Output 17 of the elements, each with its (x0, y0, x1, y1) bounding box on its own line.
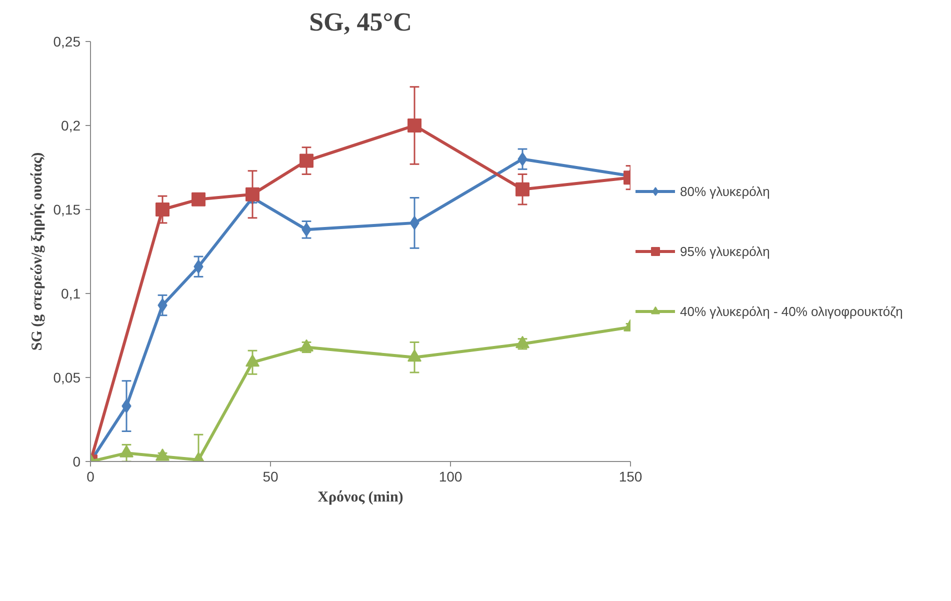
y-tick-label: 0,15 (53, 202, 81, 218)
x-axis-title: Χρόνος (min) (318, 490, 404, 506)
x-tick-label: 100 (438, 468, 462, 484)
y-tick-label: 0,1 (61, 286, 81, 302)
y-axis-title: SG (g στερεών/g ξηρής ουσίας) (29, 152, 46, 351)
legend-label: 40% γλυκερόλη - 40% ολιγοφρουκτόζη (680, 304, 903, 318)
legend-label: 95% γλυκερόλη (680, 244, 770, 258)
x-tick-label: 150 (618, 468, 642, 484)
y-tick-label: 0,2 (61, 118, 81, 134)
chart-title: SG, 45°C (309, 8, 412, 36)
x-tick-label: 0 (86, 468, 95, 484)
y-tick-label: 0,25 (53, 34, 81, 50)
point (246, 187, 260, 202)
y-tick-label: 0,05 (53, 370, 81, 386)
legend-label: 80% γλυκερόλη (680, 184, 770, 198)
x-tick-label: 50 (262, 468, 278, 484)
y-tick-label: 0 (72, 454, 81, 470)
